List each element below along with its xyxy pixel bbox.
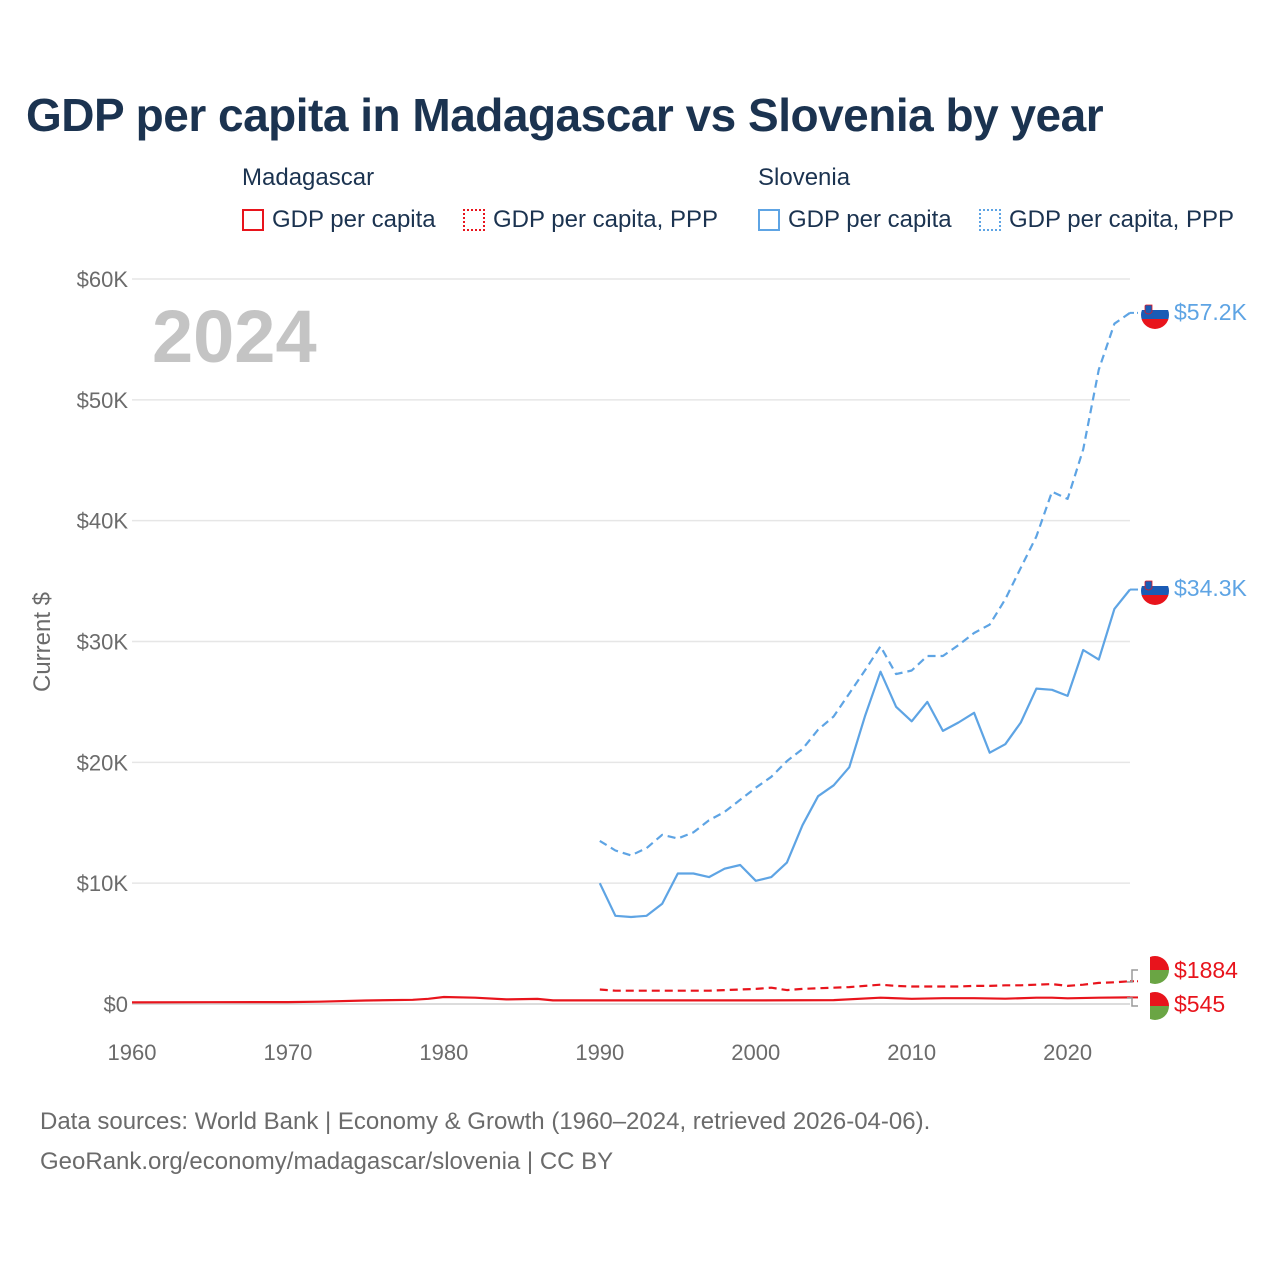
x-tick-label: 2010 — [887, 1040, 936, 1065]
legend-slovenia-gdp-ppp[interactable]: GDP per capita, PPP — [979, 206, 1234, 234]
x-tick-label: 2000 — [731, 1040, 780, 1065]
y-tick-label: $20K — [77, 750, 129, 775]
footer-source: Data sources: World Bank | Economy & Gro… — [40, 1108, 931, 1135]
slovenia-flag-icon — [1141, 301, 1169, 329]
y-tick-label: $40K — [77, 509, 129, 534]
y-tick-label: $0 — [104, 992, 128, 1017]
legend-slovenia-gdp[interactable]: GDP per capita — [758, 206, 952, 234]
legend-swatch-solid-blue-icon — [758, 209, 780, 231]
x-tick-label: 1960 — [108, 1040, 157, 1065]
x-tick-label: 1970 — [263, 1040, 312, 1065]
legend-madagascar-title: Madagascar — [242, 164, 375, 191]
legend-swatch-solid-red-icon — [242, 209, 264, 231]
legend-label: GDP per capita — [272, 206, 436, 233]
series-line-madagascar-gdp-per-capita-ppp[interactable] — [599, 980, 1131, 992]
y-tick-label: $10K — [77, 871, 129, 896]
y-axis-label: Current $ — [29, 592, 56, 692]
legend-label: GDP per capita — [788, 206, 952, 233]
label-connector — [1127, 997, 1138, 1007]
y-tick-label: $50K — [77, 388, 129, 413]
legend-swatch-dotted-blue-icon — [979, 209, 1001, 231]
series-line-madagascar-gdp-per-capita[interactable] — [131, 995, 1131, 1004]
series-line-slovenia-gdp-per-capita-ppp[interactable] — [599, 311, 1131, 857]
legend-madagascar-gdp[interactable]: GDP per capita — [242, 206, 436, 234]
legend-label: GDP per capita, PPP — [493, 206, 718, 233]
y-tick-label: $30K — [77, 630, 129, 655]
series-line-slovenia-gdp-per-capita[interactable] — [598, 588, 1131, 919]
slovenia-flag-icon — [1141, 577, 1169, 605]
chart-title: GDP per capita in Madagascar vs Slovenia… — [26, 89, 1104, 141]
x-tick-label: 1990 — [575, 1040, 624, 1065]
legend-madagascar-gdp-ppp[interactable]: GDP per capita, PPP — [463, 206, 718, 234]
madagascar-flag-icon — [1141, 956, 1169, 984]
end-label-madagascar-ppp: $1884 — [1174, 957, 1238, 983]
label-connector — [1127, 969, 1138, 983]
year-watermark: 2024 — [152, 295, 317, 378]
legend-label: GDP per capita, PPP — [1009, 206, 1234, 233]
end-label-madagascar-gdp: $545 — [1174, 991, 1225, 1017]
x-tick-label: 1980 — [419, 1040, 468, 1065]
x-tick-label: 2020 — [1043, 1040, 1092, 1065]
footer-link[interactable]: GeoRank.org/economy/madagascar/slovenia … — [40, 1148, 614, 1175]
end-label-slovenia-ppp: $57.2K — [1174, 299, 1248, 325]
madagascar-flag-icon — [1141, 992, 1169, 1020]
y-tick-label: $60K — [77, 267, 129, 292]
legend-slovenia-title: Slovenia — [758, 164, 851, 191]
legend-swatch-dotted-red-icon — [463, 209, 485, 231]
end-label-slovenia-gdp: $34.3K — [1174, 575, 1248, 601]
